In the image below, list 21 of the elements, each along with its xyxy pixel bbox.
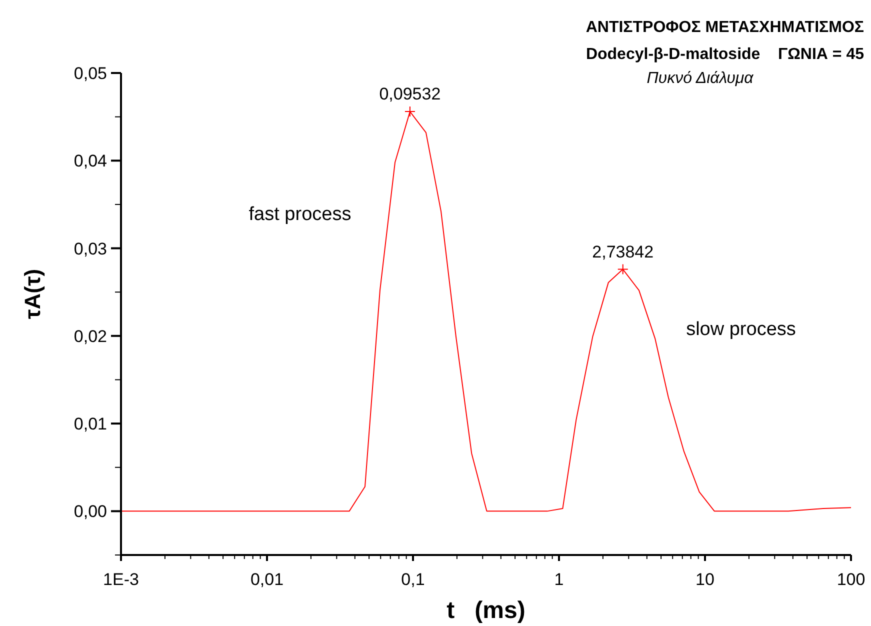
- annotation: slow process: [686, 319, 796, 340]
- x-tick-label: 0,01: [250, 570, 284, 589]
- y-tick-label: 0,02: [74, 326, 107, 346]
- annotation: fast process: [248, 204, 352, 225]
- annotation: Πυκνό Διάλυμα: [646, 70, 754, 87]
- chart-title: ΑΝΤΙΣΤΡΟΦΟΣ ΜΕΤΑΣΧΗΜΑΤΙΣΜΟΣ: [586, 19, 864, 36]
- y-tick-label: 0,04: [74, 152, 107, 171]
- y-tick-label: 0,00: [74, 502, 107, 522]
- y-tick-label: 0,01: [74, 414, 107, 434]
- x-tick-label: 0,1: [401, 570, 425, 589]
- x-tick-label: 1: [554, 570, 564, 589]
- x-tick-label: 10: [696, 570, 714, 589]
- y-axis-title: τA(τ): [20, 268, 45, 320]
- y-tick-label: 0,05: [74, 64, 107, 83]
- x-tick-label: 100: [836, 570, 866, 589]
- annotation: 2,73842: [592, 242, 654, 262]
- annotation: 0,09532: [379, 84, 441, 104]
- x-axis-title: t (ms): [446, 597, 526, 624]
- chart-subtitle: Dodecyl-β-D-maltoside ΓΩΝΙΑ = 45: [586, 46, 864, 63]
- y-tick-label: 0,03: [74, 239, 107, 258]
- x-tick-label: 1E-3: [103, 570, 139, 589]
